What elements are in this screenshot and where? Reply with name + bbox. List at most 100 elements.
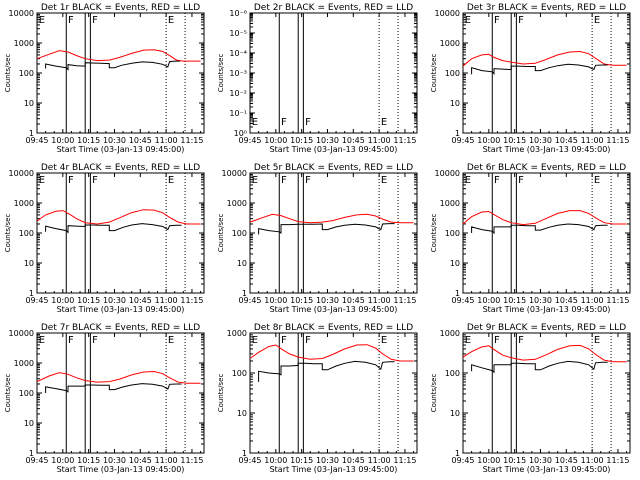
x-axis-label: Start Time (03-Jan-13 09:45:00) — [270, 465, 398, 474]
y-axis-label: Counts/sec — [217, 374, 225, 413]
y-tick-label: 1 — [29, 449, 34, 458]
series-events-line — [45, 223, 182, 234]
y-tick-label: 10 — [237, 259, 247, 268]
x-tick-label: 10:00 — [51, 296, 74, 305]
x-tick-label: 10:15 — [503, 296, 526, 305]
series-lld-line — [462, 210, 627, 226]
x-tick-label: 11:15 — [180, 456, 203, 465]
x-tick-label: 10:30 — [529, 456, 552, 465]
y-tick-label: 10 — [24, 99, 34, 108]
x-tick-label: 10:00 — [51, 136, 74, 145]
x-tick-label: 10:15 — [503, 136, 526, 145]
flag-label: F — [92, 335, 98, 346]
flag-label: F — [518, 15, 524, 26]
y-tick-label: 1 — [455, 129, 460, 138]
flag-label: F — [494, 335, 500, 346]
series-events-line — [45, 383, 182, 393]
y-tick-label: 1 — [455, 289, 460, 298]
series-lld-line — [36, 209, 201, 225]
flag-label: E — [465, 15, 471, 26]
x-tick-label: 10:45 — [555, 456, 578, 465]
flag-label: E — [465, 335, 471, 346]
series-events-line — [471, 360, 608, 374]
y-tick-label: 10 — [24, 259, 34, 268]
y-tick-label: 10000 — [9, 9, 34, 18]
x-tick-label: 10:15 — [290, 456, 313, 465]
x-tick-label: 10:15 — [290, 136, 313, 145]
plot-title: Det 5r BLACK = Events, RED = LLD — [254, 163, 413, 173]
plot-title: Det 7r BLACK = Events, RED = LLD — [41, 323, 200, 333]
x-axis-label: Start Time (03-Jan-13 09:45:00) — [270, 305, 398, 314]
series-events-line — [258, 360, 395, 382]
flag-label: F — [68, 15, 74, 26]
y-tick-label: 1000 — [227, 199, 247, 208]
x-tick-label: 11:00 — [155, 136, 178, 145]
flag-label: F — [494, 175, 500, 186]
y-tick-label: 100 — [19, 69, 34, 78]
x-axis-label: Start Time (03-Jan-13 09:45:00) — [270, 145, 398, 154]
x-tick-label: 11:00 — [581, 136, 604, 145]
x-tick-label: 10:45 — [342, 456, 365, 465]
flag-label: E — [381, 335, 387, 346]
y-axis-label: Counts/sec — [430, 54, 438, 93]
x-tick-label: 10:15 — [503, 456, 526, 465]
x-tick-label: 11:15 — [393, 296, 416, 305]
y-tick-label: 10000 — [222, 169, 247, 178]
y-axis-label: Counts/sec — [4, 374, 12, 413]
x-tick-label: 11:15 — [393, 456, 416, 465]
x-tick-label: 10:45 — [129, 136, 152, 145]
flag-label: E — [594, 175, 600, 186]
plot-title: Det 2r BLACK = Events, RED = LLD — [254, 3, 413, 13]
x-tick-label: 10:45 — [555, 136, 578, 145]
y-axis-label: Counts/sec — [217, 214, 225, 253]
plot-frame — [249, 172, 418, 294]
plot-frame — [249, 332, 418, 454]
plot-title: Det 9r BLACK = Events, RED = LLD — [467, 323, 626, 333]
plot-frame — [462, 332, 631, 454]
y-tick-label: 1 — [29, 289, 34, 298]
x-tick-label: 11:00 — [155, 296, 178, 305]
plot-title: Det 1r BLACK = Events, RED = LLD — [41, 3, 200, 13]
flag-label: E — [381, 175, 387, 186]
x-tick-label: 10:00 — [264, 296, 287, 305]
flag-label: F — [494, 15, 500, 26]
flag-label: E — [168, 15, 174, 26]
flag-label: F — [305, 117, 311, 128]
flag-label: E — [168, 335, 174, 346]
flag-label: E — [168, 175, 174, 186]
y-tick-label: 1000 — [440, 199, 460, 208]
y-tick-label: 10 — [237, 409, 247, 418]
plot-frame — [36, 172, 205, 294]
x-tick-label: 09:45 — [238, 136, 261, 145]
flag-label: F — [281, 335, 287, 346]
x-tick-label: 09:45 — [451, 136, 474, 145]
flag-label: F — [68, 175, 74, 186]
y-tick-label: 1000 — [227, 329, 247, 338]
x-tick-label: 11:00 — [581, 296, 604, 305]
x-tick-label: 10:30 — [316, 136, 339, 145]
flag-label: E — [252, 175, 258, 186]
x-tick-label: 10:15 — [77, 296, 100, 305]
x-tick-label: 09:45 — [25, 136, 48, 145]
series-lld-line — [249, 213, 414, 224]
x-axis-label: Start Time (03-Jan-13 09:45:00) — [57, 145, 185, 154]
series-events-line — [45, 60, 180, 71]
y-tick-label: 1 — [242, 449, 247, 458]
flag-label: F — [305, 335, 311, 346]
y-tick-label: 100 — [232, 229, 247, 238]
x-tick-label: 10:30 — [316, 296, 339, 305]
plot-title: Det 6r BLACK = Events, RED = LLD — [467, 163, 626, 173]
y-tick-label: 100 — [19, 389, 34, 398]
x-tick-label: 10:00 — [477, 296, 500, 305]
x-tick-label: 10:30 — [529, 136, 552, 145]
x-tick-label: 09:45 — [451, 296, 474, 305]
y-tick-label: 10 — [450, 409, 460, 418]
flag-label: F — [68, 335, 74, 346]
x-tick-label: 11:15 — [180, 136, 203, 145]
y-tick-label: 100 — [445, 69, 460, 78]
